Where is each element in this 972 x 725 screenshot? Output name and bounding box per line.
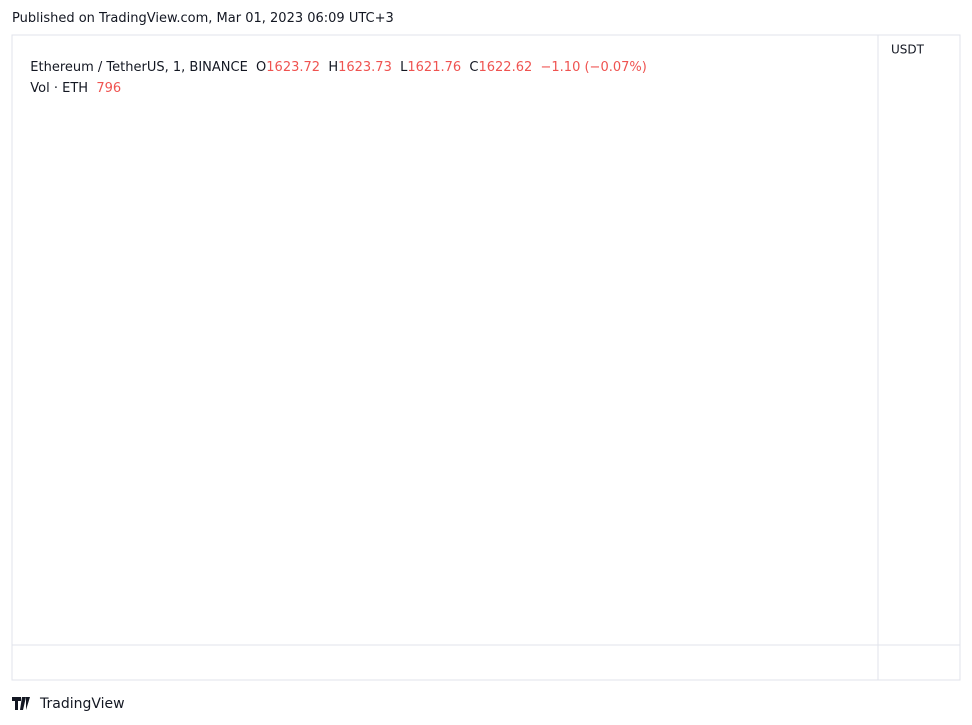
ohlc-value: 1623.73 — [338, 60, 392, 75]
frame — [11, 34, 961, 681]
legend: Ethereum / TetherUS, 1, BINANCE O1623.72… — [22, 45, 647, 75]
currency: USDT — [891, 43, 925, 57]
ohlc-value: 1622.62 — [478, 60, 533, 75]
ohlc-label: C — [469, 60, 479, 75]
symbol: Ethereum / TetherUS, 1, BINANCE — [30, 60, 248, 75]
volume-label: Vol · ETH — [30, 81, 89, 96]
volume-value: 796 — [96, 81, 122, 96]
ohlc-value: 1623.72 — [266, 60, 321, 75]
change: −1.10 (−0.07%) — [540, 60, 647, 75]
published: Published on TradingView.com, Mar 01, 20… — [12, 11, 394, 26]
ohlc-label: O — [256, 60, 267, 75]
ohlc: O1623.72 H1623.73 L1621.76 C1622.62 — [248, 60, 532, 75]
ohlc-label: H — [328, 60, 339, 75]
footer: TradingView — [39, 696, 125, 712]
volume-legend: Vol · ETH 796 — [22, 66, 121, 96]
logo — [12, 697, 30, 710]
ohlc-value: 1621.76 — [407, 60, 462, 75]
ohlc-label: L — [400, 60, 408, 75]
